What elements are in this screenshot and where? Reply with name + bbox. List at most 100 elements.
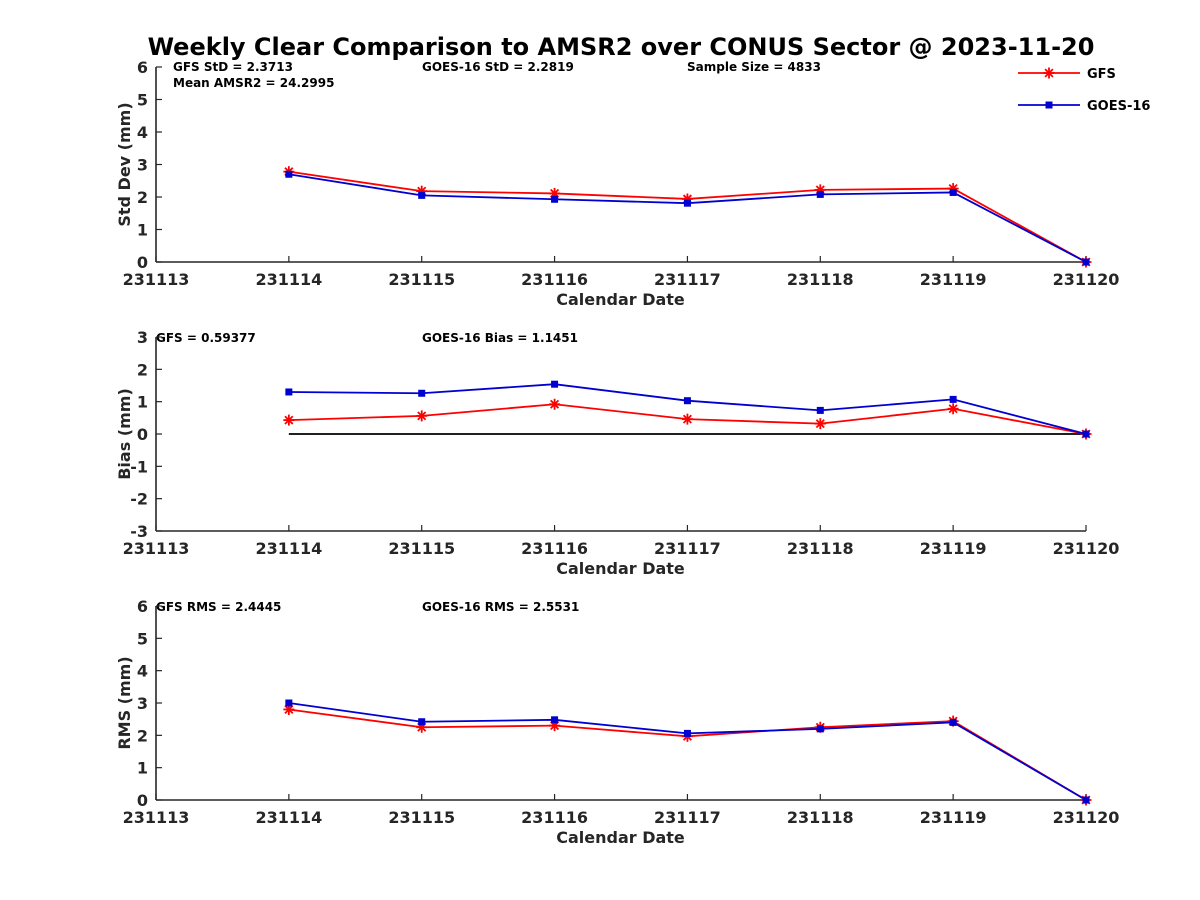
rms-y-tick-label: 1: [137, 759, 148, 778]
legend-label-gfs: GFS: [1087, 67, 1116, 82]
rms-y-tick-label: 2: [137, 726, 148, 745]
std-x-tick-label: 231113: [123, 270, 190, 289]
bias-x-tick-label: 231118: [787, 539, 854, 558]
bias-y-tick-label: 2: [137, 360, 148, 379]
legend-marker-gfs-shape-stroke-3: [1044, 68, 1054, 78]
bias-point-gfs: [416, 410, 428, 422]
bias-point-gfs-stroke-3: [550, 399, 560, 409]
rms-point-goes16: [1082, 796, 1090, 804]
std-x-tick-label: 231117: [654, 270, 721, 289]
bias-y-tick-label: -3: [130, 522, 148, 541]
std-point-goes16: [1082, 258, 1090, 266]
rms-x-tick-label: 231117: [654, 808, 721, 827]
std-x-tick-label: 231119: [920, 270, 987, 289]
std-x-tick-label: 231115: [388, 270, 455, 289]
rms-point-goes16: [551, 716, 559, 724]
bias-point-gfs: [814, 418, 826, 430]
std-x-tick-label: 231114: [255, 270, 322, 289]
rms-x-tick-label: 231116: [521, 808, 588, 827]
bias-point-gfs: [947, 403, 959, 415]
rms-panel: GFS RMS = 2.4445 GOES-16 RMS = 2.5531 0 1…: [115, 597, 1119, 847]
bias-point-gfs: [283, 414, 295, 426]
bias-x-tick-label: 231117: [654, 539, 721, 558]
bias-y-tick-label: 3: [137, 328, 148, 347]
bias-point-goes16: [418, 389, 426, 397]
annotation-gfs-rms: GFS RMS = 2.4445: [156, 600, 281, 614]
legend-entry-gfs: GFS: [1018, 67, 1116, 82]
bias-point-goes16: [949, 395, 957, 403]
std-x-tick-label: 231120: [1053, 270, 1120, 289]
rms-point-goes16: [418, 718, 426, 726]
std-y-tick-label: 3: [137, 156, 148, 175]
bias-panel: GFS = 0.59377 GOES-16 Bias = 1.1451 -3 -2…: [115, 328, 1119, 578]
rms-x-tick-label: 231120: [1053, 808, 1120, 827]
std-y-tick-label: 1: [137, 221, 148, 240]
annotation-goes16-rms: GOES-16 RMS = 2.5531: [422, 600, 579, 614]
bias-point-gfs-stroke-3: [284, 415, 294, 425]
std-y-tick-label: 0: [137, 253, 148, 272]
std-x-tick-label: 231116: [521, 270, 588, 289]
std-y-axis-label: Std Dev (mm): [115, 102, 134, 226]
rms-x-tick-label: 231115: [388, 808, 455, 827]
bias-y-tick-label: 0: [137, 425, 148, 444]
bias-x-tick-label: 231119: [920, 539, 987, 558]
rms-point-goes16: [949, 718, 957, 726]
bias-point-gfs: [681, 413, 693, 425]
legend-label-goes16: GOES-16: [1087, 99, 1150, 114]
std-point-goes16: [683, 199, 691, 207]
legend-marker-goes16: [1045, 101, 1053, 109]
std-point-goes16: [949, 188, 957, 196]
rms-y-tick-label: 0: [137, 791, 148, 810]
rms-x-axis-label: Calendar Date: [556, 828, 685, 847]
bias-y-tick-label: -1: [130, 457, 148, 476]
std-series-line-gfs: [288, 170, 1087, 263]
bias-x-tick-label: 231114: [255, 539, 322, 558]
bias-point-goes16: [816, 406, 824, 414]
bias-x-axis-label: Calendar Date: [556, 559, 685, 578]
rms-y-tick-label: 3: [137, 694, 148, 713]
rms-x-tick-label: 231114: [255, 808, 322, 827]
bias-x-tick-label: 231115: [388, 539, 455, 558]
std-point-goes16: [418, 191, 426, 199]
std-point-goes16: [816, 190, 824, 198]
std-dev-panel: GFS StD = 2.3713 GOES-16 StD = 2.2819 Sa…: [115, 58, 1119, 309]
bias-point-goes16: [551, 380, 559, 388]
legend-marker-goes16-shape: [1045, 101, 1053, 109]
legend-entry-goes16: GOES-16: [1018, 99, 1150, 114]
bias-x-tick-label: 231113: [123, 539, 190, 558]
rms-point-goes16: [816, 725, 824, 733]
bias-point-gfs: [549, 398, 561, 410]
annotation-mean-amsr2: Mean AMSR2 = 24.2995: [173, 76, 334, 90]
std-y-tick-label: 4: [137, 123, 148, 142]
bias-point-goes16: [683, 397, 691, 405]
annotation-gfs-std: GFS StD = 2.3713: [173, 60, 293, 74]
std-point-goes16: [551, 195, 559, 203]
annotation-sample-size: Sample Size = 4833: [687, 60, 821, 74]
std-series-line-goes16: [288, 173, 1087, 263]
bias-x-tick-label: 231120: [1053, 539, 1120, 558]
std-y-tick-label: 5: [137, 91, 148, 110]
bias-point-goes16: [285, 388, 293, 396]
rms-y-tick-label: 4: [137, 662, 148, 681]
std-point-goes16: [285, 170, 293, 178]
bias-point-gfs-stroke-3: [417, 411, 427, 421]
rms-y-tick-label: 5: [137, 629, 148, 648]
bias-point-gfs-stroke-3: [815, 419, 825, 429]
std-y-tick-label: 6: [137, 58, 148, 77]
std-x-tick-label: 231118: [787, 270, 854, 289]
legend-marker-gfs: [1043, 67, 1055, 79]
legend: GFS GOES-16: [1018, 67, 1150, 114]
bias-series-line-goes16: [288, 383, 1087, 435]
bias-y-axis-label: Bias (mm): [115, 388, 134, 480]
annotation-goes16-bias: GOES-16 Bias = 1.1451: [422, 331, 578, 345]
bias-y-tick-label: 1: [137, 393, 148, 412]
rms-x-tick-label: 231118: [787, 808, 854, 827]
rms-x-tick-label: 231113: [123, 808, 190, 827]
rms-x-tick-label: 231119: [920, 808, 987, 827]
rms-y-axis-label: RMS (mm): [115, 656, 134, 749]
rms-series-line-gfs: [288, 708, 1087, 801]
rms-point-goes16: [683, 729, 691, 737]
std-x-axis-label: Calendar Date: [556, 290, 685, 309]
rms-point-goes16: [285, 699, 293, 707]
